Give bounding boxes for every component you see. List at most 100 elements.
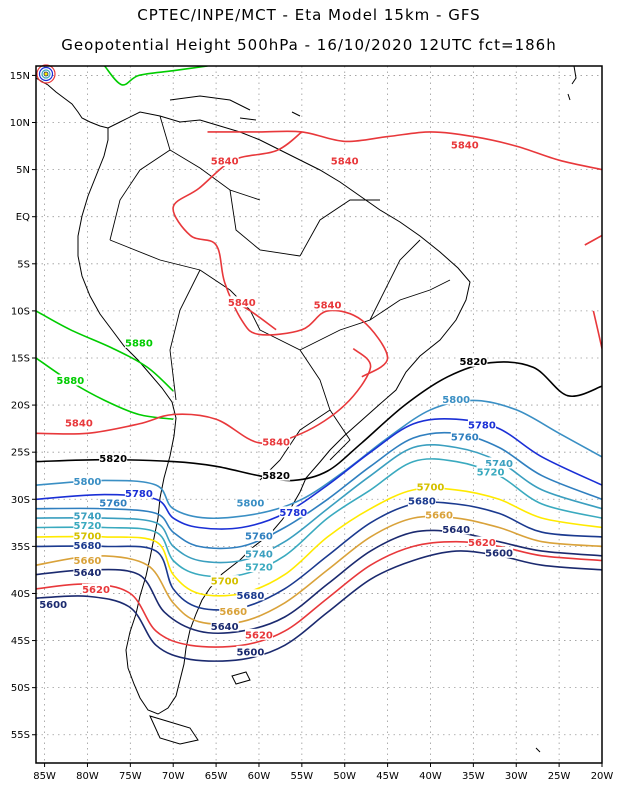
contour-label-5660: 5660 bbox=[74, 556, 102, 567]
contour-label-background bbox=[416, 480, 445, 492]
height-contours bbox=[36, 66, 602, 662]
contour-label-5620: 5620 bbox=[468, 538, 496, 549]
lat-tick-label: EQ bbox=[16, 212, 30, 223]
contour-label-5660: 5660 bbox=[219, 607, 247, 618]
contour-label-background bbox=[236, 645, 265, 657]
contour-label-background bbox=[459, 355, 488, 367]
contour-label-background bbox=[210, 155, 239, 167]
contour-label-background bbox=[99, 452, 128, 464]
contour-line-5680 bbox=[36, 501, 602, 611]
contour-label-5840: 5840 bbox=[228, 298, 256, 309]
contour-line-5880 bbox=[103, 66, 208, 86]
contour-label-background bbox=[244, 529, 273, 541]
contour-label-5640: 5640 bbox=[74, 568, 102, 579]
contour-label-background bbox=[73, 519, 102, 531]
contour-label-5840: 5840 bbox=[262, 437, 290, 448]
contour-line-5840 bbox=[207, 130, 602, 171]
contour-label-background bbox=[262, 435, 291, 447]
contour-label-5840: 5840 bbox=[451, 141, 479, 152]
contour-label-background bbox=[485, 457, 514, 469]
contour-line-5840 bbox=[584, 234, 602, 246]
contour-label-5740: 5740 bbox=[485, 459, 513, 470]
contour-label-background bbox=[73, 566, 102, 578]
contour-label-background bbox=[262, 469, 291, 481]
contour-label-5700: 5700 bbox=[74, 531, 102, 542]
contour-label-5600: 5600 bbox=[236, 647, 264, 658]
contour-line-5880 bbox=[36, 357, 174, 420]
contour-label-background bbox=[39, 598, 68, 610]
contour-label-5600: 5600 bbox=[485, 548, 513, 559]
axis-ticks: 85W 80W 75W 70W 65W 60W 55W 50W 45W 40W 35W 30W 25W 2… bbox=[10, 71, 614, 782]
contour-label-5640: 5640 bbox=[211, 622, 239, 633]
contour-label-background bbox=[467, 536, 496, 548]
lat-tick-label: 30S bbox=[11, 495, 30, 506]
contour-label-background bbox=[476, 465, 505, 477]
contour-label-5760: 5760 bbox=[99, 498, 127, 509]
contour-label-background bbox=[236, 589, 265, 601]
coastline-south-america bbox=[77, 111, 471, 715]
contour-label-background bbox=[73, 475, 102, 487]
contour-line-5880 bbox=[36, 310, 174, 392]
contour-label-5680: 5680 bbox=[236, 591, 264, 602]
closed-contour-center bbox=[36, 64, 56, 84]
contour-label-background bbox=[313, 299, 342, 311]
coastline-tierra-del-fuego bbox=[149, 715, 199, 745]
contour-label-background bbox=[330, 155, 359, 167]
contour-line-5840 bbox=[592, 310, 602, 349]
contour-label-5600: 5600 bbox=[39, 600, 67, 611]
lon-tick-label: 55W bbox=[291, 771, 314, 782]
lon-tick-label: 20W bbox=[591, 771, 614, 782]
contour-label-5700: 5700 bbox=[417, 482, 445, 493]
lon-tick-label: 70W bbox=[162, 771, 185, 782]
contour-label-5680: 5680 bbox=[408, 497, 436, 508]
contour-label-background bbox=[82, 583, 111, 595]
lat-tick-label: 10N bbox=[10, 118, 30, 129]
contour-label-background bbox=[64, 416, 93, 428]
lon-tick-label: 75W bbox=[119, 771, 142, 782]
lat-tick-label: 5N bbox=[16, 165, 30, 176]
contour-label-5820: 5820 bbox=[459, 357, 487, 368]
contour-label-background bbox=[219, 605, 248, 617]
lon-tick-label: 85W bbox=[33, 771, 56, 782]
contour-label-background bbox=[425, 509, 454, 521]
contour-line-5700 bbox=[36, 487, 602, 597]
lat-tick-label: 40S bbox=[11, 589, 30, 600]
lon-tick-label: 80W bbox=[76, 771, 99, 782]
contour-label-5620: 5620 bbox=[245, 630, 273, 641]
lat-tick-label: 15N bbox=[10, 71, 30, 82]
contour-label-5620: 5620 bbox=[82, 585, 110, 596]
contour-line-5660 bbox=[36, 515, 602, 625]
contour-line-5800 bbox=[36, 399, 602, 520]
lon-tick-label: 45W bbox=[376, 771, 399, 782]
contour-label-5640: 5640 bbox=[442, 525, 470, 536]
contour-label-background bbox=[73, 529, 102, 541]
contour-label-background bbox=[124, 336, 153, 348]
lon-tick-label: 35W bbox=[462, 771, 485, 782]
lon-tick-label: 25W bbox=[548, 771, 571, 782]
contour-label-background bbox=[73, 510, 102, 522]
contour-line-5840 bbox=[172, 131, 389, 378]
map-frame bbox=[35, 65, 603, 764]
lon-tick-label: 60W bbox=[248, 771, 271, 782]
lat-tick-label: 50S bbox=[11, 683, 30, 694]
contour-label-background bbox=[227, 296, 256, 308]
contour-label-5740: 5740 bbox=[245, 549, 273, 560]
lat-tick-label: 10S bbox=[11, 306, 30, 317]
contour-label-5720: 5720 bbox=[74, 521, 102, 532]
contour-label-5880: 5880 bbox=[125, 338, 153, 349]
contour-line-5840 bbox=[36, 347, 372, 445]
contour-label-5720: 5720 bbox=[245, 563, 273, 574]
contour-label-5800: 5800 bbox=[442, 395, 470, 406]
contour-label-background bbox=[450, 431, 479, 443]
lon-tick-label: 65W bbox=[205, 771, 228, 782]
contour-label-background bbox=[485, 546, 514, 558]
contour-label-background bbox=[279, 506, 308, 518]
contour-label-background bbox=[467, 418, 496, 430]
lat-tick-label: 45S bbox=[11, 636, 30, 647]
lat-lon-grid bbox=[36, 66, 603, 763]
contour-label-5760: 5760 bbox=[245, 531, 273, 542]
contour-label-background bbox=[450, 139, 479, 151]
contour-label-background bbox=[56, 374, 85, 386]
contour-line-5820 bbox=[36, 361, 602, 482]
lon-tick-label: 40W bbox=[419, 771, 442, 782]
